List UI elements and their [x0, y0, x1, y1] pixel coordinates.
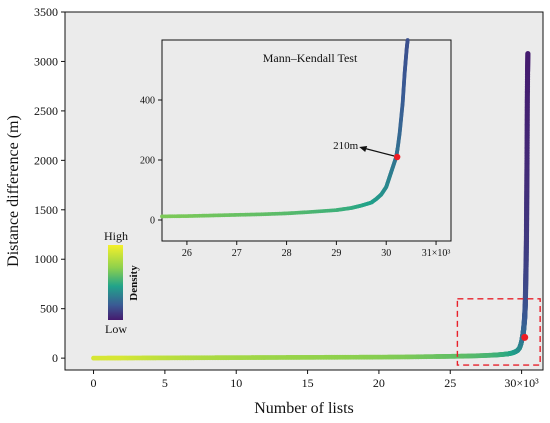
x-axis-label: Number of lists [254, 400, 354, 417]
annotation-arrowhead [359, 146, 368, 152]
colorbar-low-label: Low [105, 322, 127, 336]
y-tick-label: 500 [40, 302, 58, 316]
inset-y-tick-label: 0 [150, 216, 155, 227]
inset-y-tick-label: 200 [140, 156, 155, 167]
inset-x-tick-label: 27 [232, 248, 242, 259]
y-tick-label: 0 [52, 351, 58, 365]
inset-axis-ticks: 26 27 28 29 30 31×10³ 0 200 400 [140, 96, 450, 260]
data-point [525, 50, 531, 57]
y-tick-label: 1500 [34, 203, 58, 217]
inset-x-tick-label: 26 [182, 248, 192, 259]
y-tick-label: 3500 [34, 5, 58, 19]
y-axis-label: Distance difference (m) [5, 115, 22, 267]
main-data-points [91, 50, 531, 361]
y-tick-label: 2500 [34, 104, 58, 118]
inset-highlight-point [393, 153, 401, 161]
main-axis-ticks: 0 5 10 15 20 25 30×10³050010001500200025003000… [34, 5, 539, 390]
x-tick-label: 25 [444, 376, 456, 390]
y-tick-label: 2000 [34, 153, 58, 167]
inset-y-tick-label: 400 [140, 96, 155, 107]
inset-x-tick-label: 31×10³ [422, 248, 451, 259]
inset-data-point [405, 38, 410, 42]
zoom-box [456, 298, 541, 366]
x-tick-label: 0 [91, 376, 97, 390]
x-tick-label: 10 [230, 376, 242, 390]
inset-x-tick-label: 30 [381, 248, 391, 259]
highlight-point [521, 333, 529, 341]
annotation-arrow [363, 147, 395, 157]
x-tick-label: 5 [162, 376, 168, 390]
annotation-label: 210m [333, 140, 359, 152]
colorbar-title: Density [128, 265, 140, 301]
inset-x-tick-label: 28 [282, 248, 292, 259]
colorbar-high-label: High [104, 229, 128, 243]
inset-data-points [160, 38, 410, 219]
y-tick-label: 3000 [34, 54, 58, 68]
x-tick-label: 15 [302, 376, 314, 390]
x-tick-label: 20 [373, 376, 385, 390]
inset-x-tick-label: 29 [331, 248, 341, 259]
colorbar [108, 245, 123, 320]
x-tick-label: 30×10³ [504, 376, 539, 390]
y-tick-label: 1000 [34, 252, 58, 266]
inset-title: Mann–Kendall Test [263, 51, 358, 65]
